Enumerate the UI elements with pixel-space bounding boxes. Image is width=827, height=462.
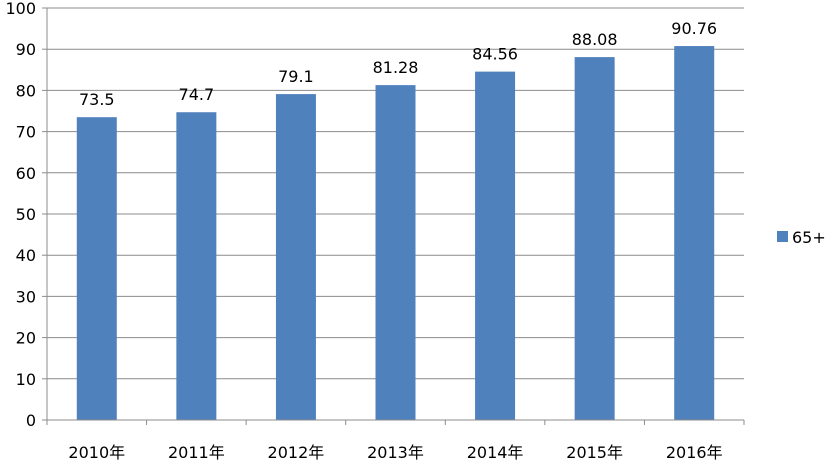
x-tick-label: 2013年 — [367, 443, 424, 462]
y-tick-label: 100 — [5, 0, 36, 18]
y-tick-label: 40 — [16, 246, 36, 265]
data-label: 74.7 — [179, 85, 215, 104]
y-tick-label: 30 — [16, 287, 36, 306]
y-tick-label: 90 — [16, 40, 36, 59]
data-labels: 73.5 74.7 79.1 81.28 84.56 88.08 90.76 — [79, 19, 717, 109]
bar — [475, 71, 516, 421]
data-label: 88.08 — [572, 30, 618, 49]
data-label: 90.76 — [671, 19, 717, 38]
x-tick-label: 2014年 — [467, 443, 524, 462]
x-tick-label: 2012年 — [268, 443, 325, 462]
bar — [574, 57, 615, 420]
bar — [176, 112, 217, 421]
data-label: 84.56 — [472, 45, 518, 64]
y-tick-label: 10 — [16, 370, 36, 389]
bars — [76, 46, 715, 421]
bar — [375, 85, 416, 420]
legend: 65+ — [777, 228, 826, 247]
y-tick-label: 0 — [26, 411, 36, 430]
axes: 0 10 20 30 40 50 60 70 80 90 100 2010年 2011年 2012年 201… — [5, 0, 745, 462]
y-tick-label: 60 — [16, 164, 36, 183]
bar — [76, 117, 117, 421]
y-tick-label: 70 — [16, 123, 36, 142]
bar — [674, 46, 715, 421]
x-tick-label: 2016年 — [666, 443, 723, 462]
data-label: 73.5 — [79, 90, 115, 109]
x-tick-label: 2010年 — [68, 443, 125, 462]
legend-swatch — [777, 231, 788, 242]
y-tick-label: 80 — [16, 81, 36, 100]
data-label: 81.28 — [373, 58, 419, 77]
bar — [275, 94, 316, 420]
y-tick-label: 20 — [16, 329, 36, 348]
data-label: 79.1 — [278, 67, 314, 86]
y-tick-label: 50 — [16, 205, 36, 224]
x-tick-label: 2015年 — [566, 443, 623, 462]
x-tick-label: 2011年 — [168, 443, 225, 462]
legend-label: 65+ — [792, 228, 826, 247]
